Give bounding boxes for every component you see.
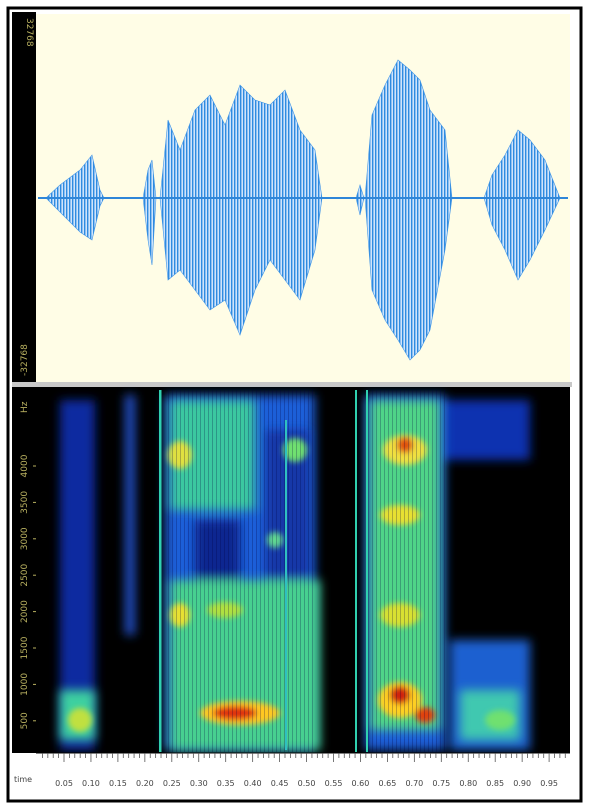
time-tick-label: 0.70 (405, 779, 423, 788)
freq-label: 4000 (20, 454, 30, 477)
time-tick-label: 0.90 (513, 779, 531, 788)
freq-label: 1000 (20, 673, 30, 696)
time-tick-label: 0.05 (55, 779, 73, 788)
page: 0.05 0.10 0.15 0.20 0.25 0.30 0.35 0.40 0.45 0.50… (0, 0, 589, 809)
time-tick-label: 0.80 (459, 779, 477, 788)
time-tick-label: 0.65 (378, 779, 396, 788)
time-tick-label: 0.20 (136, 779, 154, 788)
time-tick-label: 0.55 (325, 779, 343, 788)
freq-label: 2000 (20, 600, 30, 623)
time-tick-label: 0.30 (190, 779, 208, 788)
freq-label: 500 (20, 712, 30, 729)
freq-label: 2500 (20, 563, 30, 586)
time-tick-label: 0.15 (109, 779, 127, 788)
freq-label: 1500 (20, 636, 30, 659)
time-tick-label: 0.35 (217, 779, 235, 788)
audio-view: 0.05 0.10 0.15 0.20 0.25 0.30 0.35 0.40 0.45 0.50… (0, 0, 589, 809)
time-tick-label: 0.25 (163, 779, 181, 788)
time-tick-label: 0.85 (486, 779, 504, 788)
time-tick-label: 0.45 (271, 779, 289, 788)
freq-unit-label: Hz (20, 401, 30, 413)
time-label: time (14, 775, 32, 784)
time-tick-label: 0.95 (540, 779, 558, 788)
time-tick-label: 0.10 (82, 779, 100, 788)
freq-label: 3500 (20, 491, 30, 514)
time-axis (12, 753, 572, 799)
time-tick-label: 0.60 (352, 779, 370, 788)
time-tick-label: 0.40 (244, 779, 262, 788)
freq-label: 3000 (20, 527, 30, 550)
time-tick-label: 0.75 (432, 779, 450, 788)
waveform-max-label: 32768 (24, 18, 34, 47)
waveform-min-label: -32768 (20, 344, 30, 376)
time-tick-label: 0.50 (298, 779, 316, 788)
splitter (12, 382, 572, 387)
